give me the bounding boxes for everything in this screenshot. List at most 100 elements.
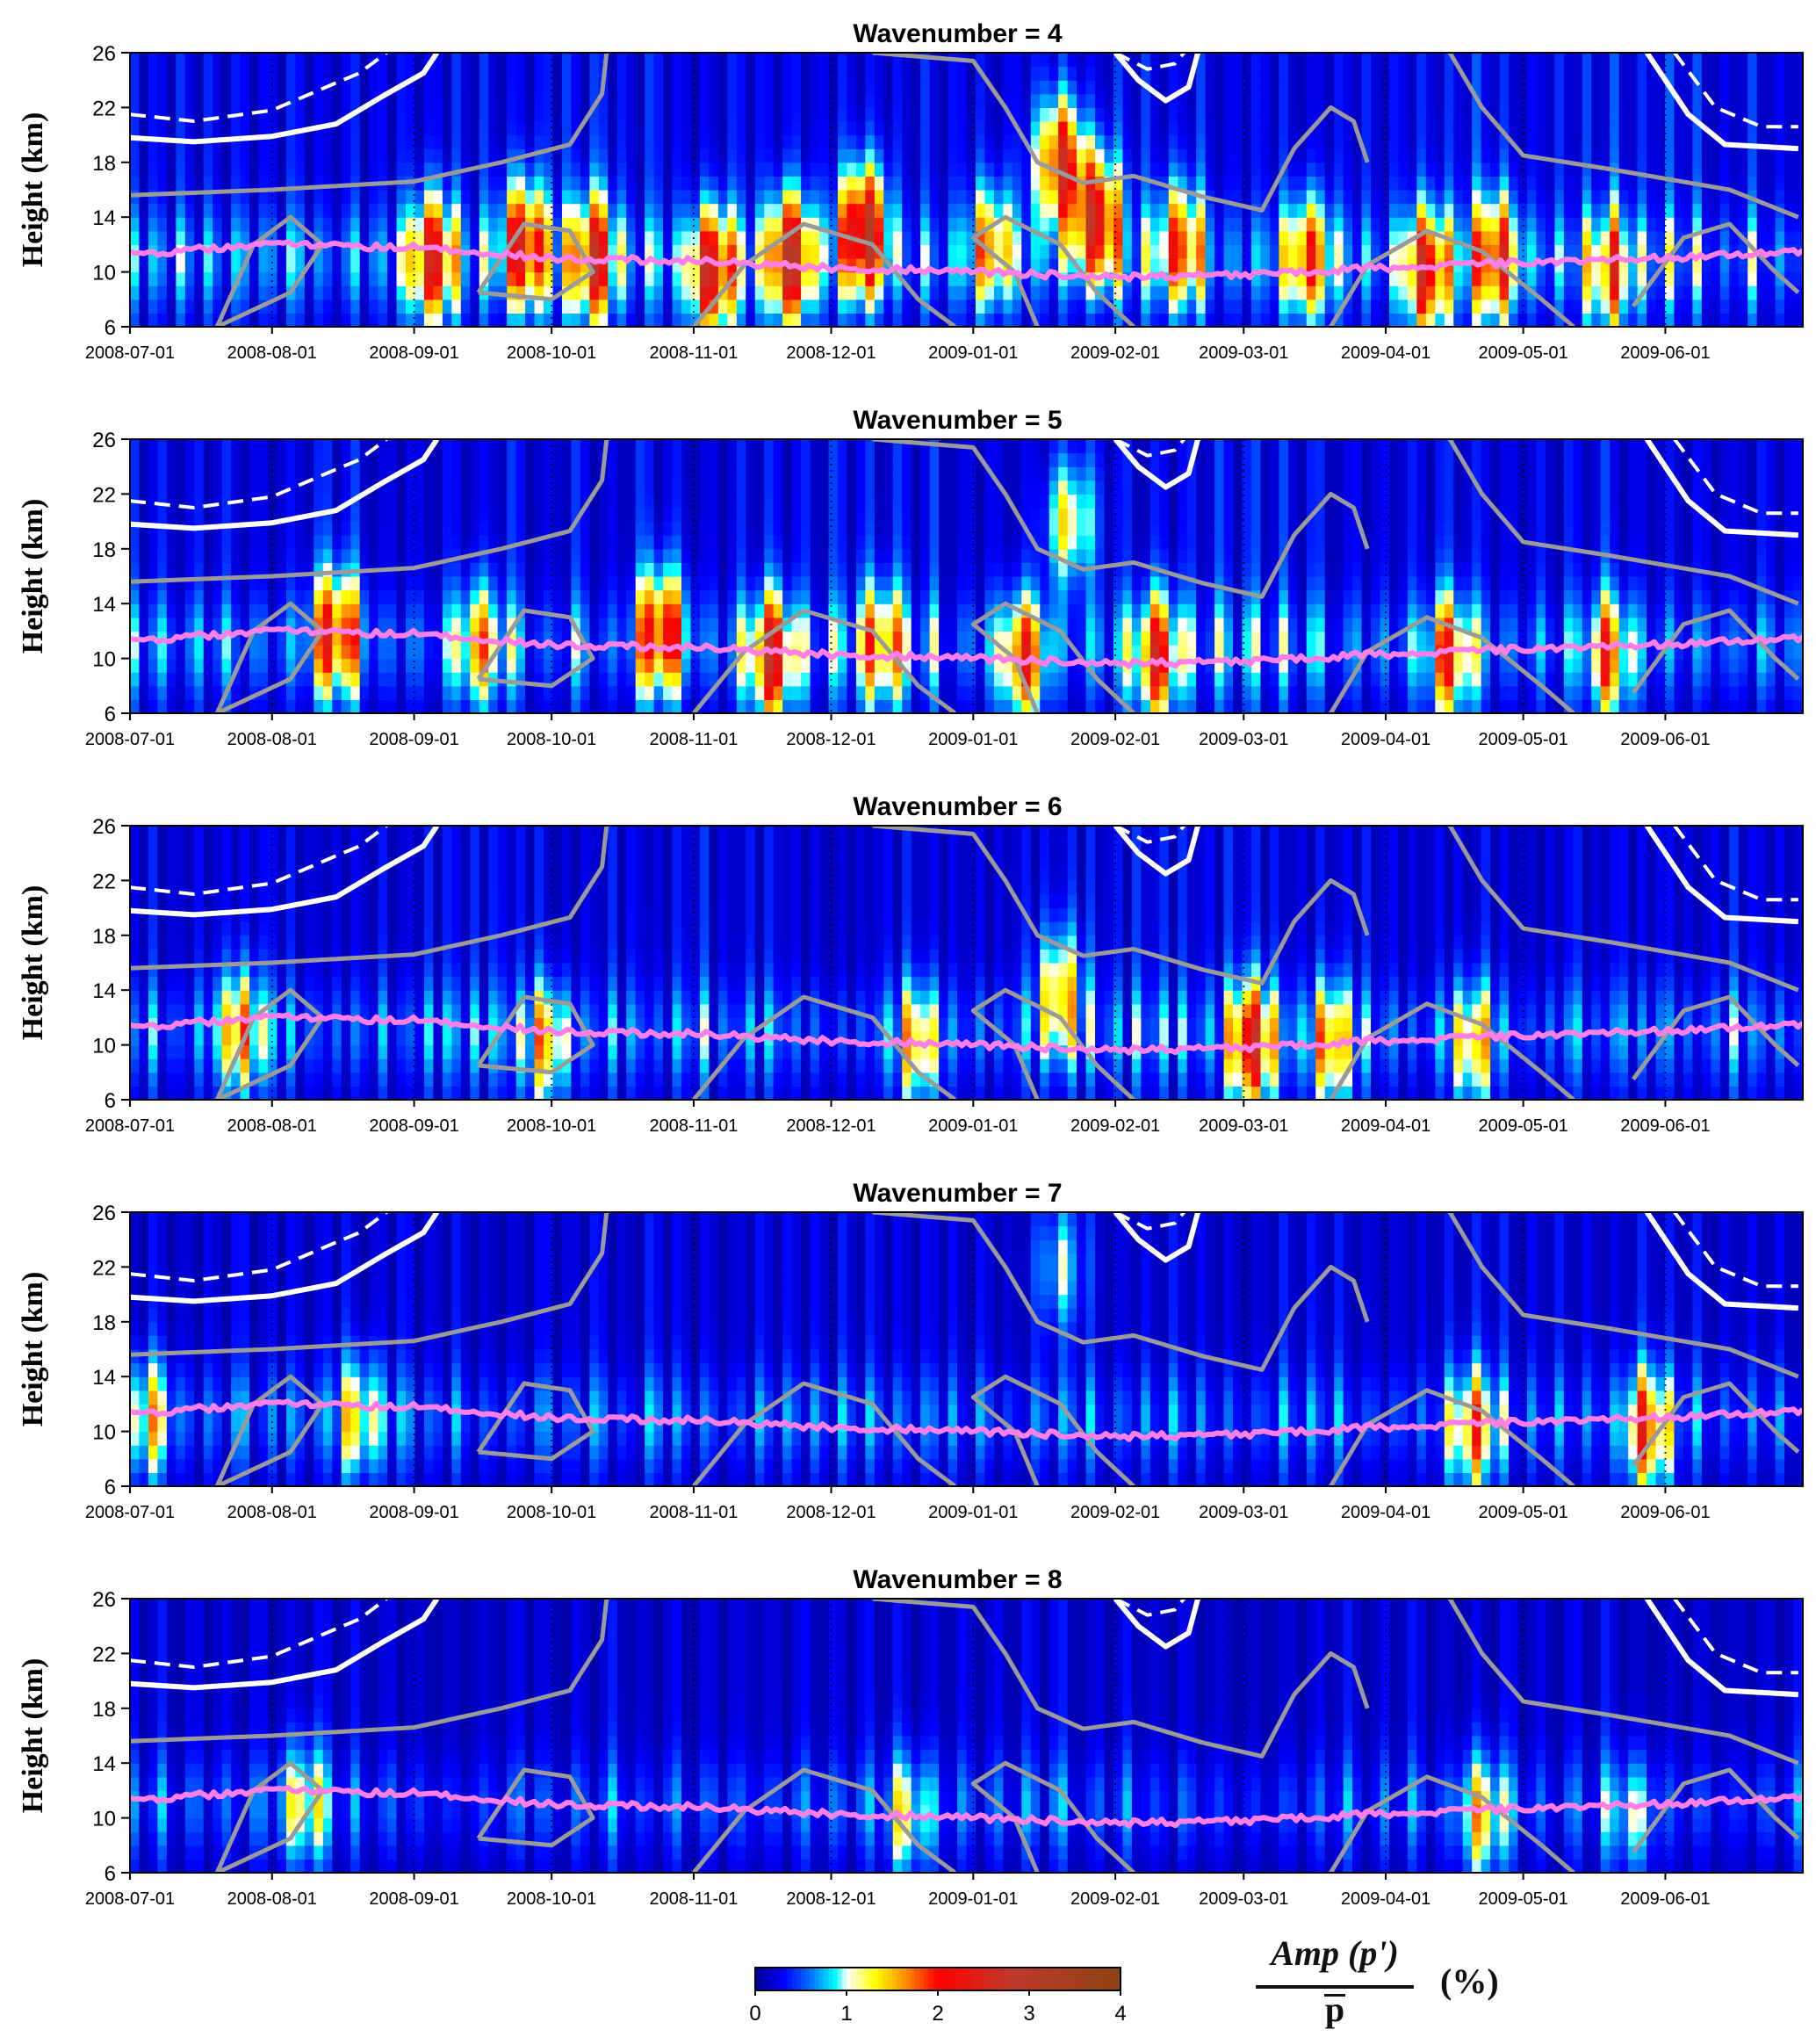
heatmap-cell (580, 576, 590, 591)
heatmap-cell (709, 107, 719, 122)
heatmap-cell (1618, 80, 1629, 95)
heatmap-cell (1371, 107, 1381, 122)
heatmap-cell (1352, 53, 1363, 68)
heatmap-cell (773, 121, 783, 136)
heatmap-cell (1315, 162, 1326, 177)
heatmap-cell (1719, 190, 1730, 205)
heatmap-cell (801, 66, 811, 81)
heatmap-cell (645, 672, 655, 687)
heatmap-cell (727, 66, 738, 81)
heatmap-cell (221, 285, 232, 300)
heatmap-cell (295, 80, 306, 95)
heatmap-cell (515, 271, 526, 286)
heatmap-cell (1104, 244, 1114, 259)
heatmap-cell (249, 258, 260, 273)
heatmap-cell (414, 217, 425, 232)
heatmap-cell (268, 162, 278, 177)
heatmap-cell (378, 271, 388, 286)
heatmap-cell (1766, 134, 1776, 149)
heatmap-cell (148, 258, 158, 273)
heatmap-cell (406, 521, 416, 536)
heatmap-cell (285, 176, 297, 191)
heatmap-cell (332, 313, 342, 327)
heatmap-cell (699, 66, 710, 81)
heatmap-cell (1250, 134, 1262, 149)
heatmap-cell (442, 148, 452, 163)
heatmap-cell (507, 107, 517, 122)
heatmap-cell (1085, 66, 1096, 81)
heatmap-cell (534, 466, 544, 481)
heatmap-cell (1756, 299, 1767, 314)
heatmap-cell (176, 313, 186, 327)
heatmap-cell (1012, 148, 1022, 163)
heatmap-cell (525, 230, 536, 245)
heatmap-cell (396, 313, 407, 327)
heatmap-cell (1159, 285, 1170, 300)
heatmap-cell (580, 685, 590, 700)
heatmap-cell (423, 548, 435, 563)
heatmap-cell (423, 258, 435, 273)
heatmap-cell (717, 176, 728, 191)
heatmap-cell (130, 562, 141, 577)
heatmap-cell (304, 589, 314, 604)
heatmap-cell (460, 699, 471, 713)
heatmap-cell (1664, 121, 1675, 136)
heatmap-cell (939, 217, 949, 232)
heatmap-cell (497, 134, 508, 149)
heatmap-cell (406, 107, 416, 122)
heatmap-cell (1279, 121, 1289, 136)
heatmap-cell (929, 148, 940, 163)
heatmap-cell (580, 645, 590, 660)
heatmap-cell (470, 699, 480, 713)
heatmap-cell (258, 313, 269, 327)
heatmap-cell (883, 176, 894, 191)
heatmap-cell (616, 80, 627, 95)
heatmap-cell (1573, 176, 1583, 191)
heatmap-cell (1205, 148, 1215, 163)
heatmap-cell (213, 480, 223, 495)
heatmap-cell (754, 162, 765, 177)
heatmap-cell (1784, 203, 1795, 218)
heatmap-cell (231, 53, 241, 68)
heatmap-cell (957, 258, 968, 273)
heatmap-cell (387, 162, 398, 177)
heatmap-cell (561, 645, 573, 660)
heatmap-cell (221, 190, 232, 205)
heatmap-cell (1077, 258, 1087, 273)
heatmap-cell (717, 190, 728, 205)
heatmap-cell (184, 121, 195, 136)
heatmap-cell (451, 107, 462, 122)
heatmap-cell (1600, 230, 1611, 245)
heatmap-cell (221, 217, 232, 232)
heatmap-cell (166, 313, 177, 327)
heatmap-cell (736, 53, 746, 68)
heatmap-cell (130, 121, 141, 136)
heatmap-cell (1637, 121, 1647, 136)
heatmap-cell (1600, 148, 1611, 163)
heatmap-cell (231, 93, 241, 108)
heatmap-cell (433, 645, 443, 660)
heatmap-cell (1582, 176, 1592, 191)
heatmap-cell (957, 190, 968, 205)
heatmap-cell (911, 53, 921, 68)
heatmap-cell (1040, 190, 1050, 205)
heatmap-cell (1095, 93, 1106, 108)
heatmap-cell (810, 271, 820, 286)
heatmap-cell (847, 190, 857, 205)
heatmap-cell (258, 645, 269, 660)
heatmap-cell (313, 535, 324, 550)
heatmap-cell (1554, 313, 1565, 327)
heatmap-cell (1655, 93, 1666, 108)
heatmap-cell (957, 230, 968, 245)
heatmap-cell (507, 494, 517, 509)
heatmap-cell (1205, 244, 1215, 259)
heatmap-cell (1030, 176, 1041, 191)
heatmap-cell (387, 66, 398, 81)
heatmap-cell (1250, 217, 1262, 232)
heatmap-cell (515, 313, 526, 327)
heatmap-cell (1361, 80, 1372, 95)
heatmap-cell (369, 271, 379, 286)
heatmap-cell (561, 162, 573, 177)
heatmap-cell (948, 217, 958, 232)
heatmap-cell (1573, 53, 1583, 68)
